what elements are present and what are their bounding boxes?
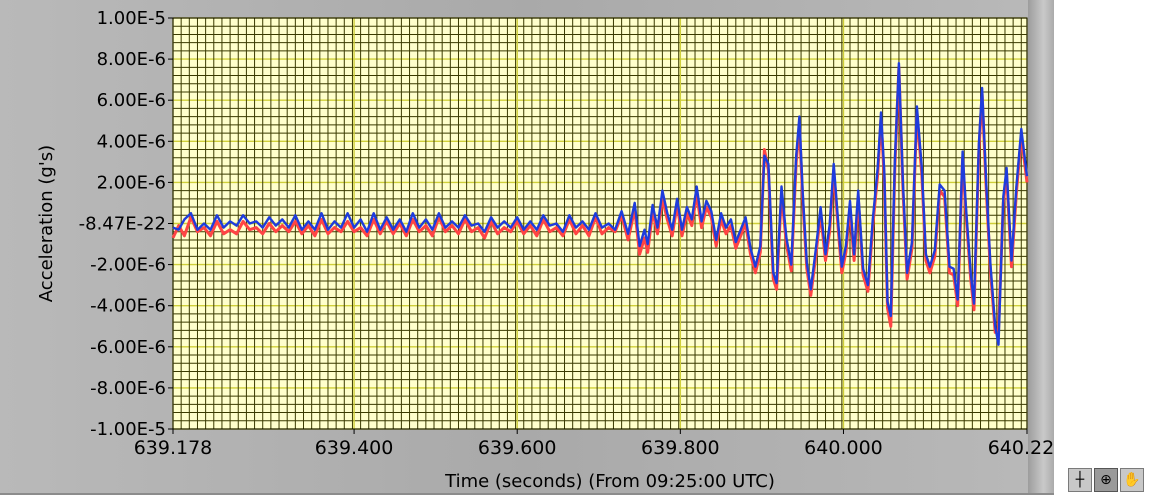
panel-bevel (1028, 0, 1054, 495)
y-tick-label: 1.00E-5 (97, 8, 166, 29)
graph-palette: ┼ ⊕ ✋ (1068, 468, 1144, 494)
zoom-icon[interactable]: ⊕ (1094, 468, 1118, 492)
y-tick-label: -8.00E-6 (90, 378, 166, 399)
x-axis-label: Time (seconds) (From 09:25:00 UTC) (444, 471, 775, 492)
series-line-2 (172, 62, 1029, 346)
x-tick-label: 639.400 (315, 437, 394, 459)
hand-pan-icon[interactable]: ✋ (1120, 468, 1144, 492)
y-tick-label: -8.47E-22 (79, 214, 166, 235)
y-tick-label: 8.00E-6 (97, 49, 166, 70)
y-axis-label: Acceleration (g's) (36, 145, 57, 302)
y-tick-label: -2.00E-6 (90, 255, 166, 276)
x-tick-label: 640.225 (988, 437, 1054, 459)
y-tick-label: 4.00E-6 (97, 131, 166, 152)
y-tick-label: -6.00E-6 (90, 337, 166, 358)
x-tick-label: 639.600 (478, 437, 557, 459)
x-tick-label: 639.178 (134, 437, 213, 459)
y-tick-label: 2.00E-6 (97, 172, 166, 193)
y-tick-label: -4.00E-6 (90, 296, 166, 317)
x-tick-label: 640.000 (804, 437, 883, 459)
y-tick-label: 6.00E-6 (97, 90, 166, 111)
crosshair-icon[interactable]: ┼ (1068, 468, 1092, 492)
x-tick-label: 639.800 (641, 437, 720, 459)
y-tick-label: -1.00E-5 (90, 419, 166, 440)
panel-edge (0, 493, 1054, 495)
waveform-chart: 1.00E-5 8.00E-6 6.00E-6 4.00E-6 2.00E-6 -8.47… (36, 8, 1054, 492)
